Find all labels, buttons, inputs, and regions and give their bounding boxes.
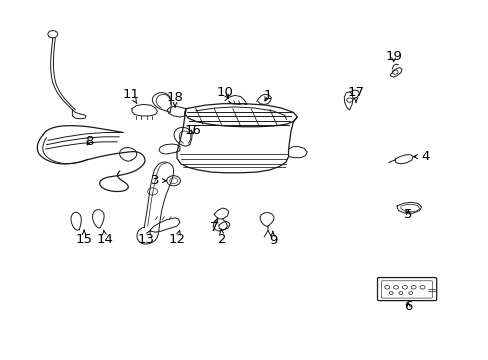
Text: 4: 4	[413, 150, 429, 163]
Text: 1: 1	[263, 89, 272, 102]
Text: 9: 9	[268, 231, 277, 247]
Text: 17: 17	[347, 86, 364, 102]
Text: 19: 19	[385, 50, 401, 63]
Text: 3: 3	[151, 174, 166, 187]
Text: 5: 5	[403, 208, 412, 221]
Text: 10: 10	[216, 86, 233, 99]
Text: 13: 13	[137, 230, 154, 246]
Text: 15: 15	[76, 230, 92, 246]
Text: 2: 2	[218, 230, 226, 246]
Text: 16: 16	[184, 124, 201, 137]
Text: 14: 14	[97, 230, 113, 246]
Text: 7: 7	[209, 218, 218, 234]
Text: 8: 8	[84, 135, 93, 148]
Text: 6: 6	[403, 300, 412, 313]
Text: 18: 18	[166, 91, 183, 107]
Text: 12: 12	[168, 230, 185, 246]
Text: 11: 11	[122, 88, 139, 104]
